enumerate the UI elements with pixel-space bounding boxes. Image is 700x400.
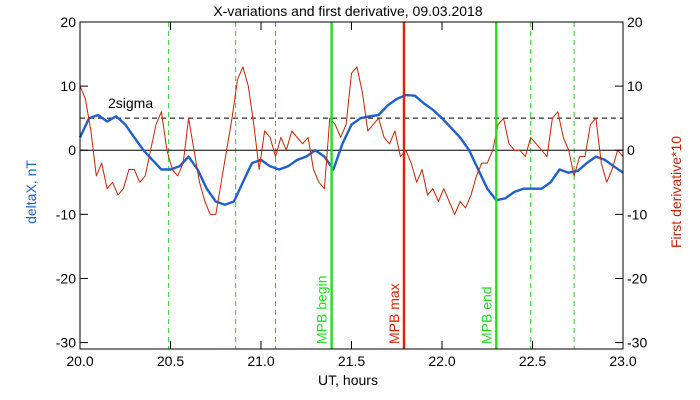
y-tick-label-left-2: 0 <box>68 142 76 158</box>
y-tick-label-left-4: -20 <box>56 270 76 286</box>
y-tick-label-left-3: -10 <box>56 206 76 222</box>
deltax-series-line <box>78 93 624 206</box>
y-tick-label-right-4: -20 <box>627 270 647 286</box>
sigma-label: 2sigma <box>108 95 153 111</box>
marker-label-1: MPB max <box>386 283 402 344</box>
plot-frame <box>79 21 624 350</box>
x-tick-label-0: 20.0 <box>66 353 93 369</box>
plot-area: MPB begin MPB max MPB end 20.0 20.5 21.0 21.5 2… <box>56 14 648 369</box>
derivative-series-line <box>79 66 624 215</box>
x-tick-label-5: 22.5 <box>519 353 546 369</box>
y-tick-label-right-0: 20 <box>627 14 643 30</box>
chart-title: X-variations and first derivative, 09.03… <box>213 3 482 19</box>
x-tick-label-2: 21.0 <box>247 353 274 369</box>
y-tick-label-left-5: -30 <box>56 335 76 351</box>
right-y-axis-label: First derivative*10 <box>668 136 684 248</box>
x-tick-label-6: 23.0 <box>609 353 636 369</box>
y-tick-label-right-1: 10 <box>627 78 643 94</box>
y-tick-label-left-0: 20 <box>60 14 76 30</box>
left-y-axis-label: deltaX, nT <box>23 160 39 224</box>
y-tick-label-left-1: 10 <box>60 78 76 94</box>
x-axis-label: UT, hours <box>318 372 378 388</box>
y-tick-label-right-3: -10 <box>627 206 647 222</box>
marker-label-2: MPB end <box>478 286 494 344</box>
marker-label-0: MPB begin <box>314 276 330 344</box>
y-tick-label-right-2: 0 <box>627 142 635 158</box>
x-tick-label-1: 20.5 <box>157 353 184 369</box>
x-tick-label-3: 21.5 <box>338 353 365 369</box>
x-tick-label-4: 22.0 <box>428 353 455 369</box>
y-tick-label-right-5: -30 <box>627 335 647 351</box>
